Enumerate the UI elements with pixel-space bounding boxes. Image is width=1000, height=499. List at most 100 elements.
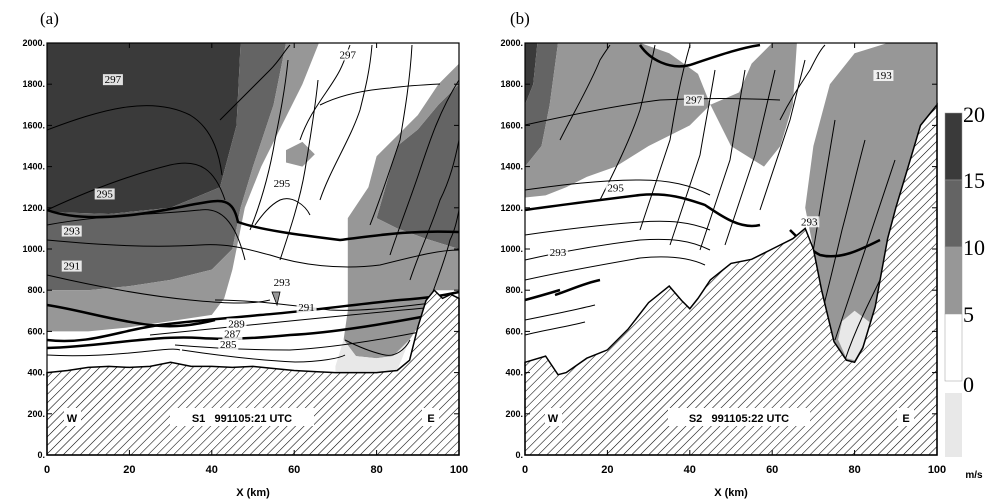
colorbar-segment-15 [944, 179, 963, 248]
contour-label-background [605, 182, 626, 194]
contour-label: 295 [607, 182, 624, 194]
panel-a-y-ticks: 0. 200. 400. 600. 800. 1000. 1200. 1400. 1600. 18… [22, 38, 459, 460]
contour-line [46, 308, 460, 350]
contour-line [46, 348, 181, 357]
colorbar-tick-label: 15 [963, 168, 985, 193]
contour-label: 291 [63, 261, 80, 273]
colorbar-tick-label: 20 [963, 102, 985, 127]
x-tick-label: 40 [684, 464, 696, 476]
panel-b-terrain [524, 102, 938, 456]
contour-label-background [222, 328, 243, 340]
contour-line [639, 44, 691, 231]
y-tick-label: 200. [505, 409, 523, 419]
colorbar-unit-label: m/s [965, 470, 983, 481]
y-tick-label: 1600. [22, 120, 45, 130]
panel-a: (a) [22, 9, 468, 499]
y-tick-label: 200. [27, 409, 45, 419]
y-tick-label: 800. [505, 285, 523, 295]
y-tick-label: 400. [505, 368, 523, 378]
panel-a-west-box [64, 408, 81, 426]
contour-line [46, 199, 460, 242]
contour-label: 293 [801, 216, 818, 228]
panel-a-small-triangle [271, 291, 281, 307]
y-tick-label: 600. [505, 326, 523, 336]
contour-label: 285 [220, 339, 237, 351]
y-tick-label: 1200. [22, 203, 45, 213]
contour-label-background [102, 74, 123, 86]
panel-b-x-axis-label: X (km) [714, 487, 748, 499]
panel-b-east-label: E [902, 413, 909, 425]
panel-b: (b) [500, 9, 946, 499]
x-tick-label: 0 [44, 464, 50, 476]
contour-line [219, 44, 291, 121]
contour-line [46, 290, 460, 343]
panel-b-west-label: W [548, 413, 559, 425]
contour-line [524, 220, 711, 236]
contour-label: 287 [224, 329, 241, 341]
contour-label-background [683, 94, 704, 106]
contour-label-background [296, 301, 317, 313]
panel-a-x-axis-label: X (km) [236, 487, 270, 499]
panel-a-x-ticks: 0 20 40 60 80 100 [44, 43, 468, 476]
y-tick-label: 1400. [500, 162, 523, 172]
panel-b-x-ticks: 0 20 40 60 80 100 [522, 43, 946, 476]
contour-line [46, 209, 246, 261]
panel-a-east-label: E [427, 413, 434, 425]
x-tick-label: 80 [370, 464, 382, 476]
contour-line [389, 79, 460, 256]
contour-line [524, 98, 781, 126]
contour-line [699, 69, 746, 251]
wind-region-20 [525, 43, 538, 105]
contour-line [46, 303, 216, 328]
contour-line [524, 193, 761, 228]
contour-line [559, 44, 611, 141]
y-tick-label: 2000. [22, 38, 45, 48]
contour-label-background [547, 247, 568, 259]
x-tick-label: 100 [928, 464, 946, 476]
wind-region-10 [525, 43, 711, 198]
contour-line [524, 304, 596, 321]
wind-region-15 [376, 84, 459, 249]
contour-label-background [61, 225, 82, 237]
contour-line [319, 83, 441, 106]
contour-label-background [218, 338, 239, 350]
x-tick-label: 100 [450, 464, 468, 476]
colorbar: 20 15 10 5 0 m/s [944, 102, 985, 481]
wind-region-10 [710, 43, 797, 167]
colorbar-tick-label: 5 [963, 302, 974, 327]
y-tick-label: 800. [27, 285, 45, 295]
panel-a-contours [46, 44, 460, 363]
colorbar-segment-0 [945, 393, 962, 457]
panel-a-run-label: S1 991105:21 UTC [192, 413, 292, 425]
contour-line [214, 299, 460, 311]
panel-a-letter: (a) [40, 9, 59, 28]
x-tick-label: 80 [848, 464, 860, 476]
contour-line [524, 288, 561, 302]
colorbar-tick-label: 10 [963, 235, 985, 260]
y-tick-label: 1800. [22, 79, 45, 89]
contour-label-background [873, 70, 894, 82]
contour-line [369, 44, 413, 226]
panel-b-wind-regions [525, 43, 937, 363]
y-tick-label: 600. [27, 326, 45, 336]
colorbar-segment-10 [944, 246, 963, 315]
contour-line [46, 162, 226, 211]
contour-line [46, 274, 271, 304]
contour-line [344, 339, 411, 356]
panel-b-run-label: S2 991105:22 UTC [689, 413, 789, 425]
wind-region-10 [47, 43, 319, 332]
panel-a-terrain [46, 289, 460, 456]
contour-line [149, 304, 460, 336]
contour-label: 297 [340, 49, 357, 61]
y-tick-label: 1000. [500, 244, 523, 254]
contour-label-background [271, 277, 292, 289]
contour-line [819, 139, 866, 321]
panel-b-east-box [897, 408, 914, 426]
contour-line [46, 105, 223, 176]
contour-line [524, 256, 706, 281]
panel-b-run-box [668, 408, 810, 426]
x-tick-label: 20 [601, 464, 613, 476]
x-tick-label: 60 [288, 464, 300, 476]
x-tick-label: 60 [766, 464, 778, 476]
wind-region-15 [525, 43, 558, 167]
